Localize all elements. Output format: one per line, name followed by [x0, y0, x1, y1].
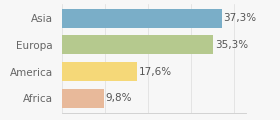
Bar [62, 35, 213, 54]
Text: 35,3%: 35,3% [215, 40, 248, 50]
Text: 17,6%: 17,6% [139, 67, 172, 77]
Bar [62, 89, 104, 108]
Bar [62, 62, 137, 81]
Bar [62, 9, 222, 28]
Text: 37,3%: 37,3% [224, 13, 257, 23]
Text: 9,8%: 9,8% [106, 93, 132, 103]
